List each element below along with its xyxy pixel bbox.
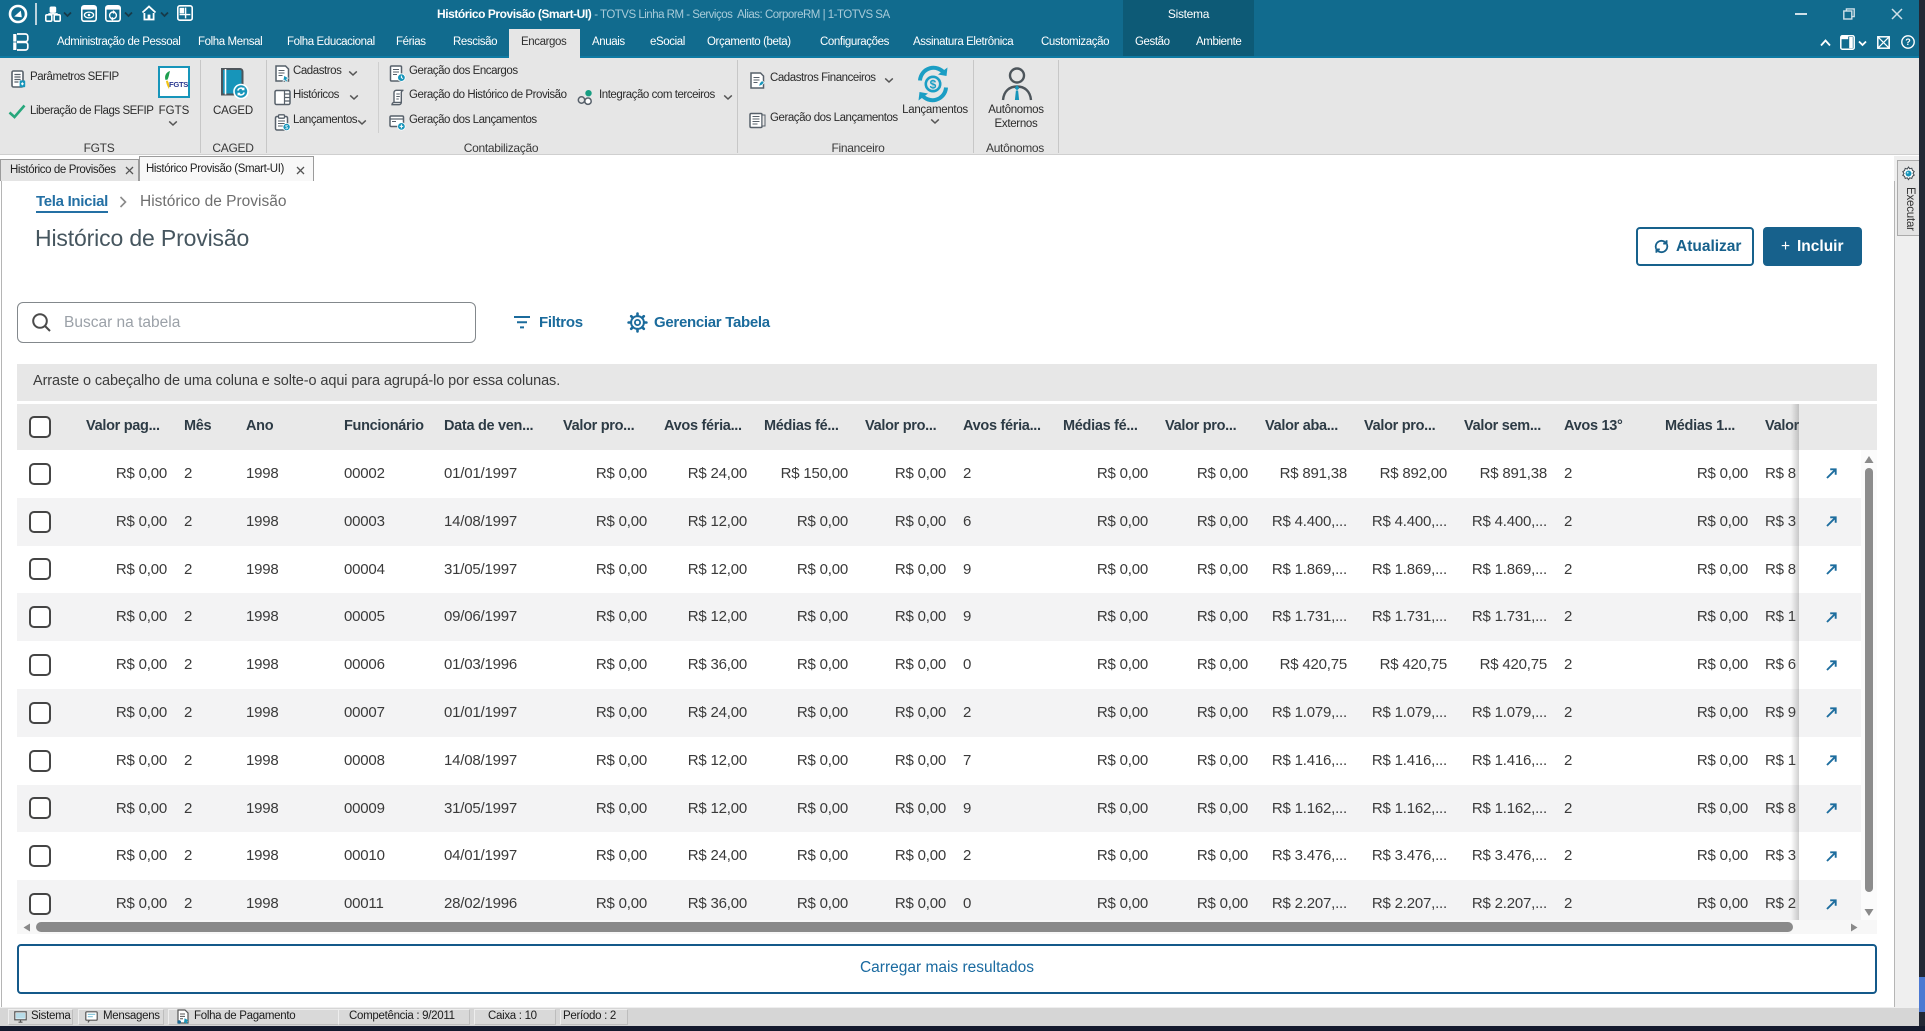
svg-text:FGTS: FGTS — [169, 80, 188, 89]
svg-text:$: $ — [285, 125, 288, 131]
svg-text:$: $ — [930, 77, 937, 91]
svg-text:?: ? — [1905, 37, 1911, 47]
